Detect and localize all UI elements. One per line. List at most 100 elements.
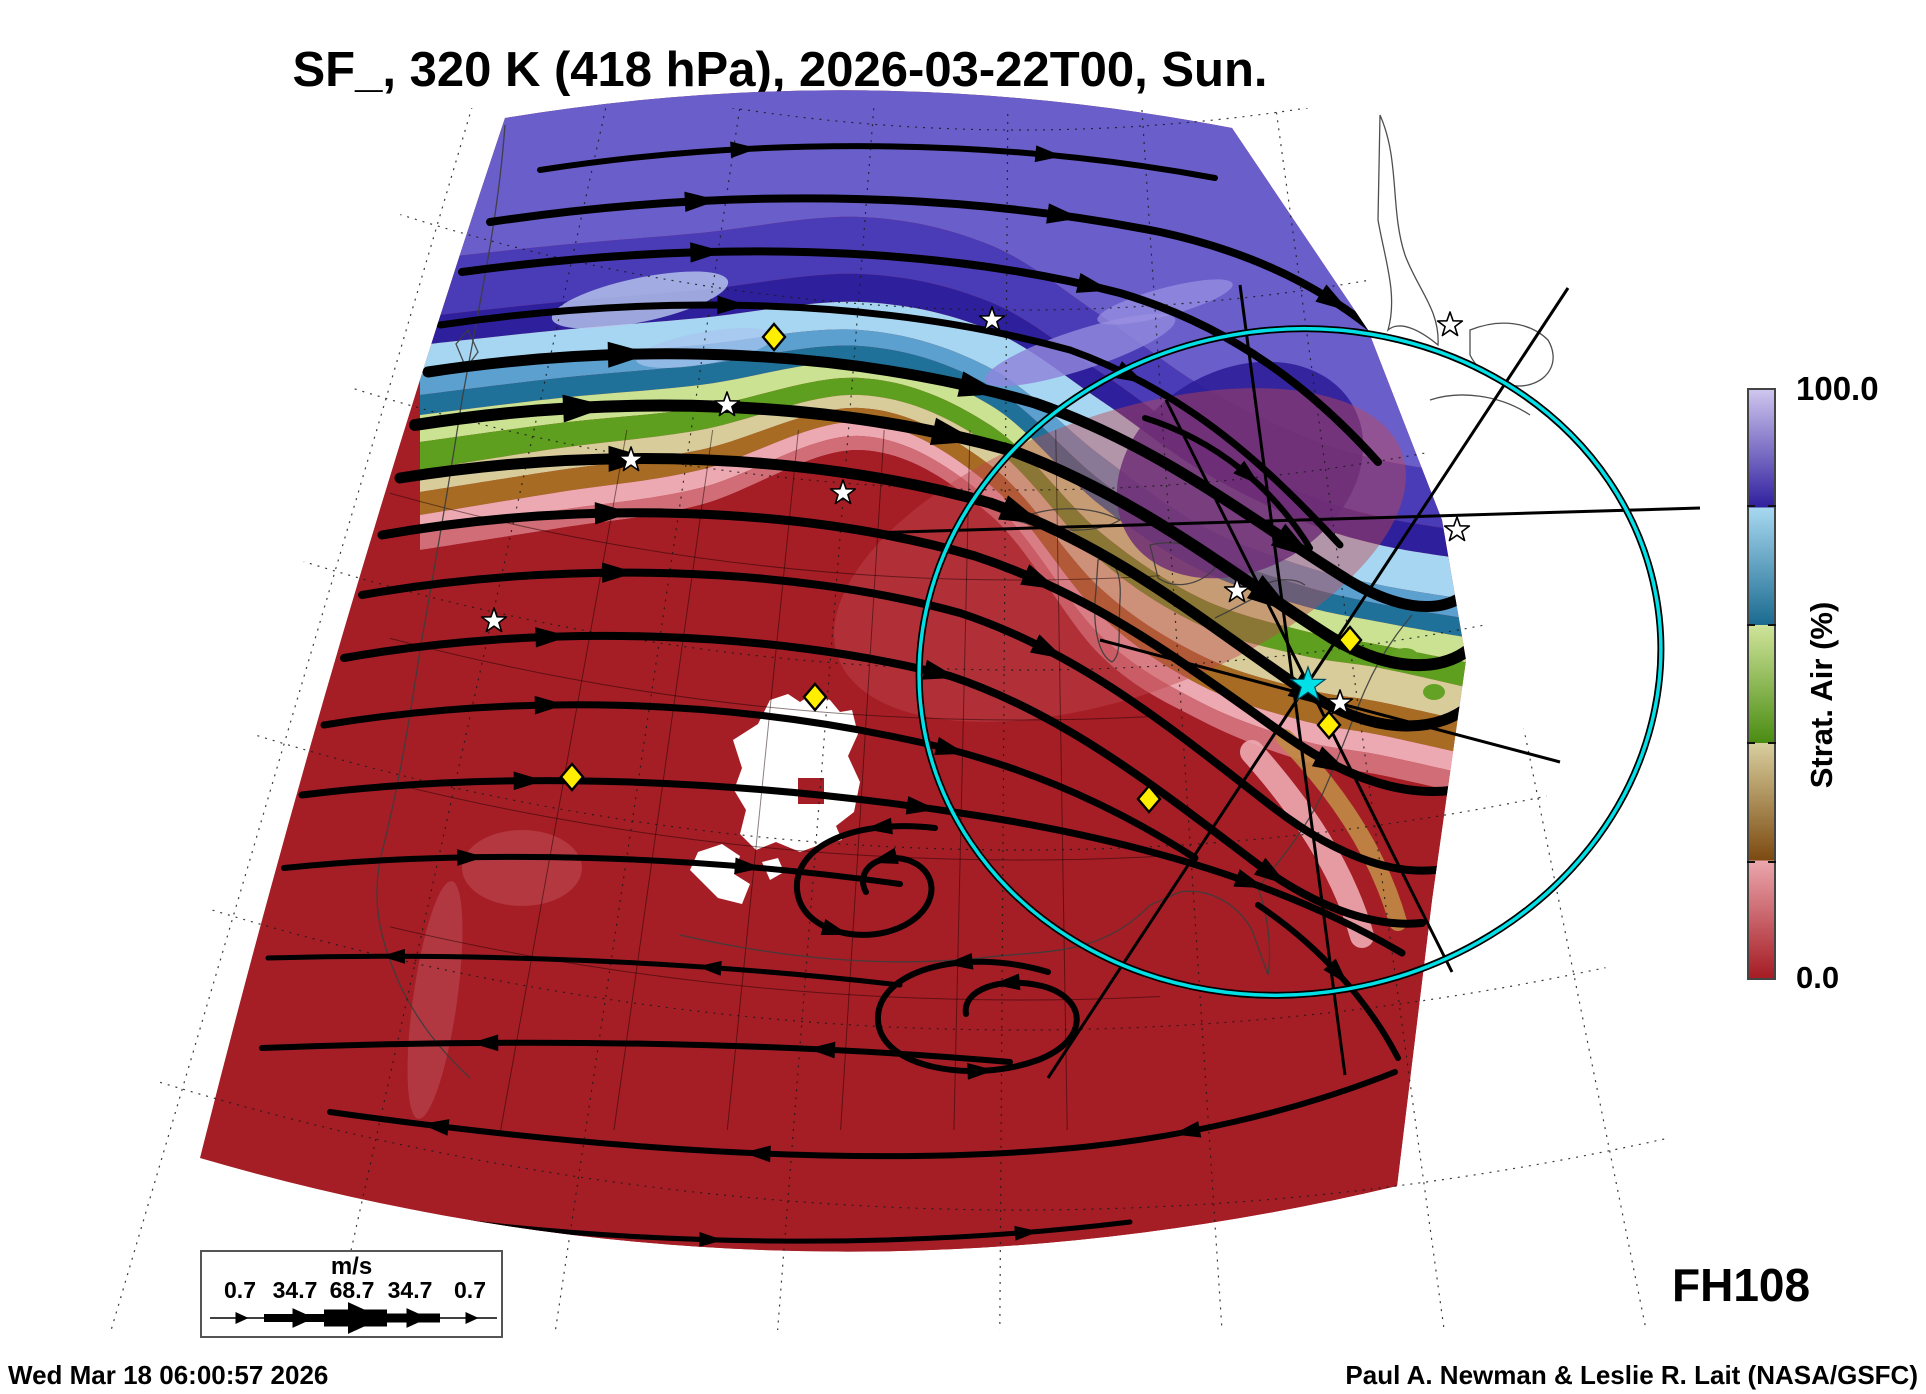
wind-value: 0.7 bbox=[454, 1277, 486, 1303]
border-line bbox=[840, 430, 885, 1130]
no-data-blob bbox=[733, 694, 860, 852]
streamline-arrowhead bbox=[421, 1119, 450, 1136]
strat-air-band bbox=[420, 216, 1466, 532]
band-overlay bbox=[551, 271, 729, 329]
coastline bbox=[679, 614, 1413, 976]
streamline-arrowhead bbox=[470, 1034, 499, 1052]
streamline-arrowhead bbox=[602, 562, 636, 583]
streamline bbox=[422, 348, 1466, 612]
strat-air-band bbox=[420, 449, 1466, 1252]
coastline bbox=[376, 124, 506, 1079]
range-ring-cyan bbox=[917, 326, 1663, 998]
colorbar-tick bbox=[1747, 623, 1755, 626]
city-star-marker bbox=[1436, 311, 1464, 337]
colorbar-title: Strat. Air (%) bbox=[1804, 601, 1839, 789]
streamline-arrowhead bbox=[967, 1063, 995, 1080]
band-overlay bbox=[462, 830, 582, 906]
strat-air-band bbox=[420, 361, 1466, 663]
streamline-arrowhead bbox=[743, 1145, 771, 1163]
strat-air-band bbox=[420, 421, 1466, 775]
site-diamond-marker bbox=[1337, 625, 1363, 655]
streamline-arrowhead bbox=[1233, 869, 1266, 889]
colorbar-tick bbox=[1768, 623, 1776, 626]
streamline-arrowhead bbox=[1233, 460, 1260, 485]
streamline bbox=[458, 247, 1382, 466]
colorbar-tick bbox=[1768, 742, 1776, 745]
parallel-line bbox=[90, 108, 1730, 1211]
streamline-arrowhead bbox=[717, 295, 748, 315]
city-star-marker bbox=[1223, 577, 1251, 603]
colorbar-tick bbox=[1768, 505, 1776, 508]
streamline-arrowhead bbox=[699, 1231, 724, 1247]
streamline-arrowhead bbox=[870, 847, 899, 864]
wind-value: 68.7 bbox=[329, 1277, 375, 1303]
streamline-arrowhead bbox=[457, 849, 485, 866]
wind-unit-label: m/s bbox=[330, 1253, 373, 1280]
band-overlay bbox=[407, 881, 463, 1119]
streamline-arrowhead bbox=[998, 495, 1043, 524]
colorbar-tick bbox=[1747, 505, 1755, 508]
streamline bbox=[409, 399, 1466, 672]
wind-value: 34.7 bbox=[387, 1277, 433, 1303]
no-data-blob bbox=[690, 844, 750, 904]
wind-value: 0.7 bbox=[224, 1277, 256, 1303]
streamline-arrowhead bbox=[807, 1041, 836, 1059]
colorbar-min-label: 0.0 bbox=[1796, 960, 1840, 995]
streamline-arrowheads bbox=[380, 141, 1365, 1247]
streamline-arrowhead bbox=[922, 659, 958, 680]
border-line bbox=[1055, 430, 1068, 1130]
site-diamond-marker bbox=[761, 322, 787, 352]
site-diamond-marker bbox=[1316, 710, 1342, 740]
streamline-arrowhead bbox=[1311, 746, 1350, 774]
range-ring bbox=[915, 325, 1665, 999]
streamline bbox=[259, 1039, 1013, 1065]
streamline-arrowhead bbox=[730, 141, 758, 159]
city-star-marker bbox=[1326, 689, 1354, 715]
credit-text: Paul A. Newman & Leslie R. Lait (NASA/GS… bbox=[1345, 1360, 1918, 1390]
coastline bbox=[1149, 542, 1216, 586]
streamline bbox=[265, 953, 903, 988]
streamline-arrowhead bbox=[934, 736, 967, 755]
forecast-hour-label: FH108 bbox=[1672, 1259, 1811, 1311]
streamline-arrowhead bbox=[1172, 1121, 1202, 1138]
streamline-arrowhead bbox=[535, 627, 570, 648]
colorbar bbox=[1747, 388, 1776, 980]
streamline-arrowhead bbox=[820, 918, 850, 935]
streamline-arrowhead bbox=[1034, 145, 1063, 163]
streamline-arrowhead bbox=[1020, 564, 1059, 590]
coastline bbox=[1469, 322, 1554, 387]
city-star-marker bbox=[978, 306, 1006, 332]
streamline-arrowhead bbox=[684, 191, 719, 213]
streamline-arrowhead bbox=[945, 953, 974, 970]
streamline-arrowhead bbox=[1046, 203, 1081, 224]
strat-air-band bbox=[420, 377, 1466, 688]
site-diamond-marker bbox=[802, 682, 828, 712]
streamline bbox=[436, 301, 1344, 549]
streamline-arrowhead bbox=[1014, 1225, 1040, 1241]
streamline bbox=[320, 701, 1199, 862]
strat-air-band bbox=[420, 394, 1466, 722]
city-star-marker bbox=[829, 479, 857, 505]
site-diamond-marker bbox=[559, 762, 585, 792]
coastline bbox=[1429, 394, 1531, 416]
strat-air-band bbox=[420, 90, 1466, 475]
border-line bbox=[500, 430, 628, 1130]
streamline bbox=[281, 853, 903, 887]
streamline-arrowhead bbox=[1254, 857, 1288, 885]
parallel-line bbox=[90, 108, 1730, 671]
streamline-arrowhead bbox=[1315, 284, 1350, 312]
border-line bbox=[726, 430, 799, 1130]
streamline bbox=[298, 777, 1406, 957]
wind-value: 34.7 bbox=[272, 1277, 318, 1303]
streamline-arrowhead bbox=[905, 796, 938, 815]
streamline-arrowhead bbox=[1113, 361, 1145, 384]
colorbar-tick bbox=[1747, 860, 1755, 863]
streamline bbox=[340, 631, 1426, 928]
streamline-arrowhead bbox=[380, 948, 405, 964]
coastline bbox=[1094, 558, 1121, 663]
city-star-marker bbox=[1443, 516, 1471, 542]
city-star-marker bbox=[713, 391, 741, 417]
site-diamond-marker bbox=[1136, 784, 1162, 814]
